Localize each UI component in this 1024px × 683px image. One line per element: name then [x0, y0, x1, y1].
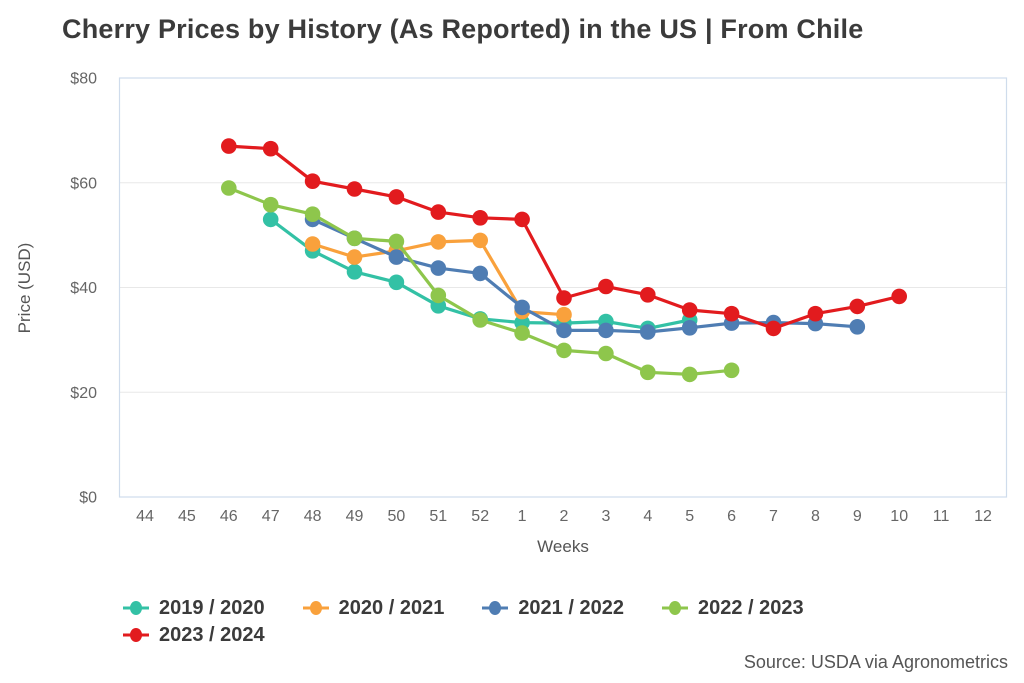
- plot-border: [118, 77, 1008, 498]
- x-tick-label: 4: [643, 508, 652, 525]
- data-point: [556, 290, 572, 306]
- data-point: [514, 299, 530, 316]
- data-point: [514, 325, 530, 341]
- data-point: [556, 306, 572, 323]
- data-point: [346, 249, 363, 265]
- x-tick-label: 11: [933, 508, 950, 525]
- x-tick-label: 7: [769, 508, 778, 525]
- data-point: [221, 138, 237, 154]
- data-point: [807, 305, 824, 322]
- legend-item[interactable]: 2020 / 2021: [302, 596, 445, 620]
- data-point: [472, 232, 489, 249]
- x-tick-label: 49: [346, 508, 364, 525]
- x-tick-label: 8: [811, 508, 820, 525]
- y-tick-label: $80: [70, 71, 97, 88]
- data-point: [598, 322, 614, 339]
- legend-item[interactable]: 2023 / 2024: [123, 623, 265, 647]
- data-point: [221, 180, 237, 196]
- legend-marker-icon: [302, 601, 329, 615]
- legend-item-label: 2021 / 2022: [518, 597, 624, 619]
- x-tick-label: 47: [262, 508, 280, 525]
- legend-item-label: 2022 / 2023: [697, 597, 804, 619]
- data-point: [472, 210, 489, 226]
- data-point: [388, 249, 405, 265]
- legend-item-label: 2020 / 2021: [338, 597, 445, 619]
- x-axis-title: Weeks: [537, 537, 589, 556]
- x-tick-label: 52: [471, 508, 489, 525]
- x-tick-label: 48: [304, 508, 322, 525]
- x-tick-label: 12: [974, 508, 992, 525]
- data-point: [640, 364, 656, 381]
- data-point: [640, 287, 656, 303]
- data-point: [262, 211, 279, 228]
- x-tick-label: 50: [388, 508, 406, 525]
- legend-item[interactable]: 2019 / 2020: [123, 596, 265, 620]
- data-point: [430, 204, 447, 220]
- x-tick-label: 6: [727, 508, 736, 525]
- x-tick-label: 44: [136, 508, 154, 525]
- legend-marker-icon: [123, 601, 149, 615]
- x-tick-label: 9: [853, 508, 862, 525]
- data-point: [765, 320, 782, 337]
- data-point: [556, 322, 572, 339]
- x-tick-label: 5: [685, 508, 694, 525]
- x-tick-label: 2: [560, 508, 569, 525]
- legend-marker-icon: [482, 601, 509, 615]
- data-point: [640, 324, 656, 340]
- x-tick-label: 46: [220, 508, 238, 525]
- data-point: [346, 264, 363, 280]
- data-point: [388, 233, 405, 250]
- data-point: [681, 302, 698, 318]
- data-point: [472, 265, 489, 282]
- data-point: [388, 189, 405, 205]
- data-point: [681, 320, 698, 336]
- data-point: [304, 173, 321, 189]
- data-point: [514, 211, 530, 228]
- x-tick-label: 1: [518, 508, 527, 525]
- legend-item-label: 2019 / 2020: [159, 597, 265, 619]
- data-point: [891, 288, 907, 305]
- data-point: [598, 278, 614, 295]
- data-point: [430, 234, 447, 250]
- y-tick-label: $40: [70, 280, 97, 297]
- data-point: [849, 319, 866, 335]
- data-point: [304, 236, 321, 252]
- data-point: [430, 260, 447, 276]
- legend-item-label: 2023 / 2024: [159, 624, 265, 646]
- x-tick-label: 45: [178, 508, 196, 525]
- legend-marker-icon: [123, 628, 149, 642]
- data-point: [346, 181, 363, 197]
- data-point: [262, 140, 279, 157]
- data-point: [262, 196, 279, 213]
- data-point: [723, 305, 740, 322]
- y-tick-label: $60: [70, 175, 97, 192]
- data-point: [304, 206, 321, 222]
- data-point: [849, 298, 866, 315]
- y-tick-label: $20: [70, 385, 97, 402]
- data-point: [346, 230, 363, 247]
- chart-title: Cherry Prices by History (As Reported) i…: [62, 14, 864, 44]
- y-tick-label: $0: [79, 490, 97, 507]
- data-point: [472, 312, 489, 328]
- y-axis-title: Price (USD): [15, 243, 34, 334]
- x-tick-label: 10: [890, 508, 908, 525]
- data-point: [598, 345, 614, 362]
- legend: 2019 / 2020 2020 / 2021 2021 / 2022 2022 / …: [123, 596, 953, 647]
- legend-item[interactable]: 2021 / 2022: [482, 596, 624, 620]
- data-point: [388, 274, 405, 291]
- data-point: [681, 366, 698, 383]
- x-tick-label: 51: [429, 508, 447, 525]
- source-credit: Source: USDA via Agronometrics: [743, 652, 1008, 672]
- data-point: [430, 287, 447, 304]
- legend-item[interactable]: 2022 / 2023: [661, 596, 804, 620]
- legend-marker-icon: [661, 601, 688, 615]
- data-point: [556, 342, 572, 359]
- data-point: [723, 362, 740, 379]
- x-tick-label: 3: [601, 508, 610, 525]
